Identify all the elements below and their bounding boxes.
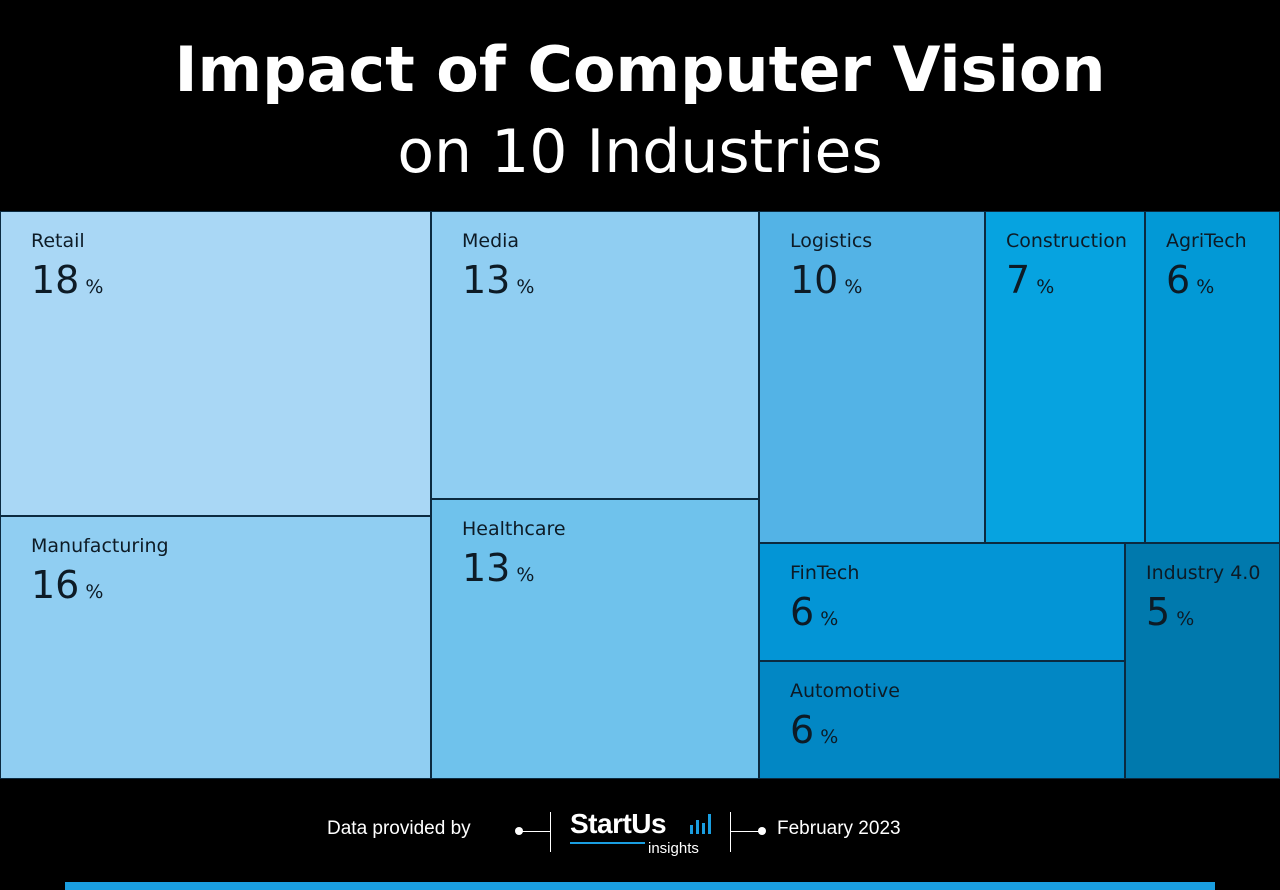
connector-line-right bbox=[730, 831, 761, 832]
connector-line-left bbox=[519, 831, 550, 832]
divider-right bbox=[730, 812, 731, 852]
tile-value: 16% bbox=[31, 563, 103, 607]
tile-value: 7% bbox=[1006, 258, 1054, 302]
tile-value-number: 13 bbox=[462, 546, 511, 590]
treemap-tile-healthcare: Healthcare 13% bbox=[431, 499, 759, 779]
tile-value-unit: % bbox=[85, 581, 104, 603]
tile-value-unit: % bbox=[85, 276, 104, 298]
tile-value: 5% bbox=[1146, 590, 1194, 634]
tile-value-unit: % bbox=[820, 608, 839, 630]
tile-value-unit: % bbox=[1036, 276, 1055, 298]
chart-title: Impact of Computer Vision bbox=[174, 33, 1106, 106]
tile-value-number: 18 bbox=[31, 258, 80, 302]
bar-chart-icon bbox=[690, 812, 712, 834]
tile-value-number: 16 bbox=[31, 563, 80, 607]
treemap: Retail 18% Manufacturing 16% Media 13% Healthc… bbox=[0, 211, 1280, 779]
tile-label: Logistics bbox=[790, 230, 873, 252]
tile-label: Manufacturing bbox=[31, 535, 169, 557]
tile-value: 13% bbox=[462, 546, 534, 590]
tile-value-number: 6 bbox=[790, 590, 815, 634]
tile-value-number: 6 bbox=[790, 708, 815, 752]
treemap-tile-media: Media 13% bbox=[431, 211, 759, 499]
treemap-tile-fintech: FinTech 6% bbox=[759, 543, 1125, 661]
tile-label: AgriTech bbox=[1166, 230, 1247, 252]
treemap-tile-retail: Retail 18% bbox=[0, 211, 431, 516]
tile-value-unit: % bbox=[820, 726, 839, 748]
tile-label: Retail bbox=[31, 230, 85, 252]
tile-label: Industry 4.0 bbox=[1146, 562, 1261, 584]
tile-label: Media bbox=[462, 230, 520, 252]
treemap-tile-construction: Construction 7% bbox=[985, 211, 1145, 543]
tile-label: Automotive bbox=[790, 680, 900, 702]
tile-value-unit: % bbox=[1176, 608, 1195, 630]
tile-value: 13% bbox=[462, 258, 534, 302]
logo-underline bbox=[570, 842, 645, 844]
tile-label: FinTech bbox=[790, 562, 860, 584]
tile-value: 10% bbox=[790, 258, 862, 302]
tile-value: 6% bbox=[790, 590, 838, 634]
treemap-tile-industry-4-0: Industry 4.0 5% bbox=[1125, 543, 1280, 779]
treemap-tile-logistics: Logistics 10% bbox=[759, 211, 985, 543]
date-text: February 2023 bbox=[777, 818, 901, 839]
tile-value-unit: % bbox=[516, 564, 535, 586]
tile-value-unit: % bbox=[844, 276, 863, 298]
tile-value-unit: % bbox=[516, 276, 535, 298]
tile-label: Healthcare bbox=[462, 518, 566, 540]
chart-title-block: Impact of Computer Vision on 10 Industri… bbox=[0, 0, 1280, 210]
treemap-tile-agritech: AgriTech 6% bbox=[1145, 211, 1280, 543]
treemap-tile-automotive: Automotive 6% bbox=[759, 661, 1125, 779]
tile-value: 6% bbox=[1166, 258, 1214, 302]
tile-value-number: 7 bbox=[1006, 258, 1031, 302]
tile-value-number: 10 bbox=[790, 258, 839, 302]
tile-value-number: 13 bbox=[462, 258, 511, 302]
data-provided-by-text: Data provided by bbox=[327, 818, 471, 839]
tile-label: Construction bbox=[1006, 230, 1127, 252]
connector-dot-right bbox=[758, 827, 766, 835]
divider-left bbox=[550, 812, 551, 852]
startus-logo-text: StartUs bbox=[570, 808, 667, 839]
tile-value-number: 5 bbox=[1146, 590, 1171, 634]
startus-logo-subtext: insights bbox=[648, 840, 699, 857]
tile-value-unit: % bbox=[1196, 276, 1215, 298]
chart-subtitle: on 10 Industries bbox=[397, 117, 883, 187]
bottom-accent-bar bbox=[65, 882, 1215, 890]
treemap-tile-manufacturing: Manufacturing 16% bbox=[0, 516, 431, 779]
tile-value: 18% bbox=[31, 258, 103, 302]
tile-value-number: 6 bbox=[1166, 258, 1191, 302]
tile-value: 6% bbox=[790, 708, 838, 752]
footer: Data provided by StartUs insights Februa… bbox=[0, 790, 1280, 870]
